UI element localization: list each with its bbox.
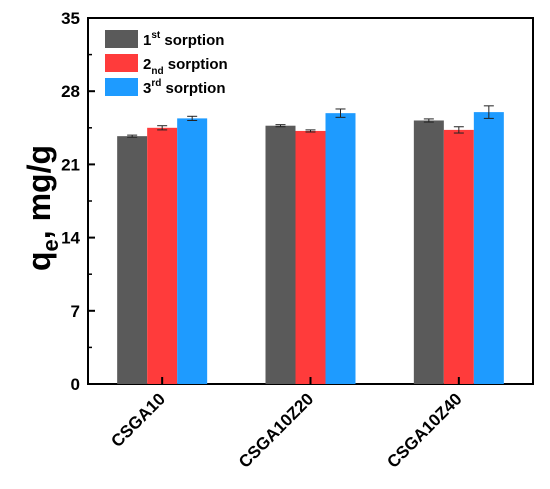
legend-label-main: 2 [143, 56, 151, 73]
y-tick-label: 28 [61, 82, 80, 101]
bar [117, 136, 148, 384]
legend-swatch [105, 78, 138, 96]
legend-label: 1st sorption [143, 30, 224, 49]
bar [265, 125, 296, 385]
bar [177, 118, 208, 384]
bars-group [117, 105, 504, 385]
x-tick-label: CSGA10Z40 [383, 389, 465, 471]
legend-label-rest: sorption [160, 32, 224, 49]
y-axis-title: qe, mg/g [21, 145, 63, 271]
bar [413, 120, 444, 384]
y-tick-label: 14 [61, 229, 80, 248]
y-axis-title-sub: e [38, 239, 63, 251]
y-tick-label: 7 [71, 302, 80, 321]
y-axis-title-rest: , mg/g [21, 145, 57, 239]
y-tick-label: 21 [61, 155, 80, 174]
bar [147, 127, 178, 385]
x-axis: CSGA10 CSGA10Z20 CSGA10Z40 [107, 377, 466, 472]
legend-label: 3rd sorption [143, 78, 226, 97]
y-axis-title-main: q [21, 251, 57, 271]
x-tick-label: CSGA10 [107, 389, 169, 451]
legend-swatch [105, 30, 138, 48]
legend-label-sup: rd [151, 78, 161, 89]
bar [443, 129, 474, 384]
y-tick-label: 0 [71, 375, 80, 394]
legend-label-sup: st [151, 30, 161, 41]
legend-label-rest: sorption [161, 80, 225, 97]
legend-label-sub: nd [151, 66, 163, 77]
legend-label-main: 1 [143, 32, 151, 49]
y-axis: 0 7 14 21 28 35 [61, 9, 95, 394]
legend-label-rest: sorption [164, 56, 228, 73]
bar [325, 113, 356, 384]
legend-label-main: 3 [143, 80, 151, 97]
bar [295, 130, 326, 384]
bar [473, 112, 504, 384]
y-tick-label: 35 [61, 9, 80, 28]
x-tick-label: CSGA10Z20 [235, 389, 317, 471]
legend-label: 2nd sorption [143, 56, 228, 77]
legend-swatch [105, 54, 138, 72]
